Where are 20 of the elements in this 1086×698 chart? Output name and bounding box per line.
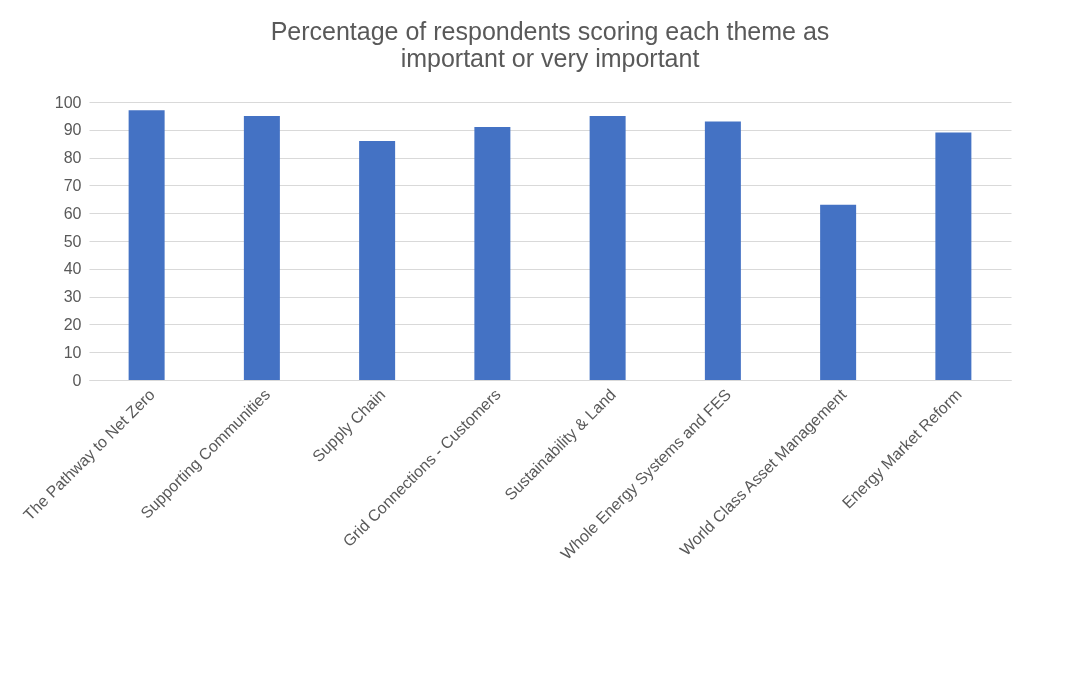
y-tick-label: 80	[63, 149, 82, 167]
bar	[820, 204, 857, 380]
y-tick-label: 50	[63, 232, 82, 250]
bar	[359, 140, 396, 380]
bar	[704, 121, 741, 380]
bar	[935, 132, 972, 380]
y-tick-label: 70	[63, 176, 82, 194]
y-tick-label: 20	[63, 315, 82, 333]
chart-title: Percentage of respondents scoring each theme as important or very important	[270, 17, 830, 72]
y-tick-label: 60	[63, 204, 82, 222]
bar	[474, 127, 511, 380]
bar	[243, 115, 280, 380]
y-tick-label: 10	[63, 343, 82, 361]
y-tick-label: 100	[54, 93, 82, 111]
y-tick-label: 0	[72, 371, 82, 389]
bar	[128, 110, 165, 380]
y-tick-label: 30	[63, 288, 82, 306]
y-tick-label: 90	[63, 121, 82, 139]
y-tick-label: 40	[63, 260, 82, 278]
bar	[589, 115, 626, 380]
